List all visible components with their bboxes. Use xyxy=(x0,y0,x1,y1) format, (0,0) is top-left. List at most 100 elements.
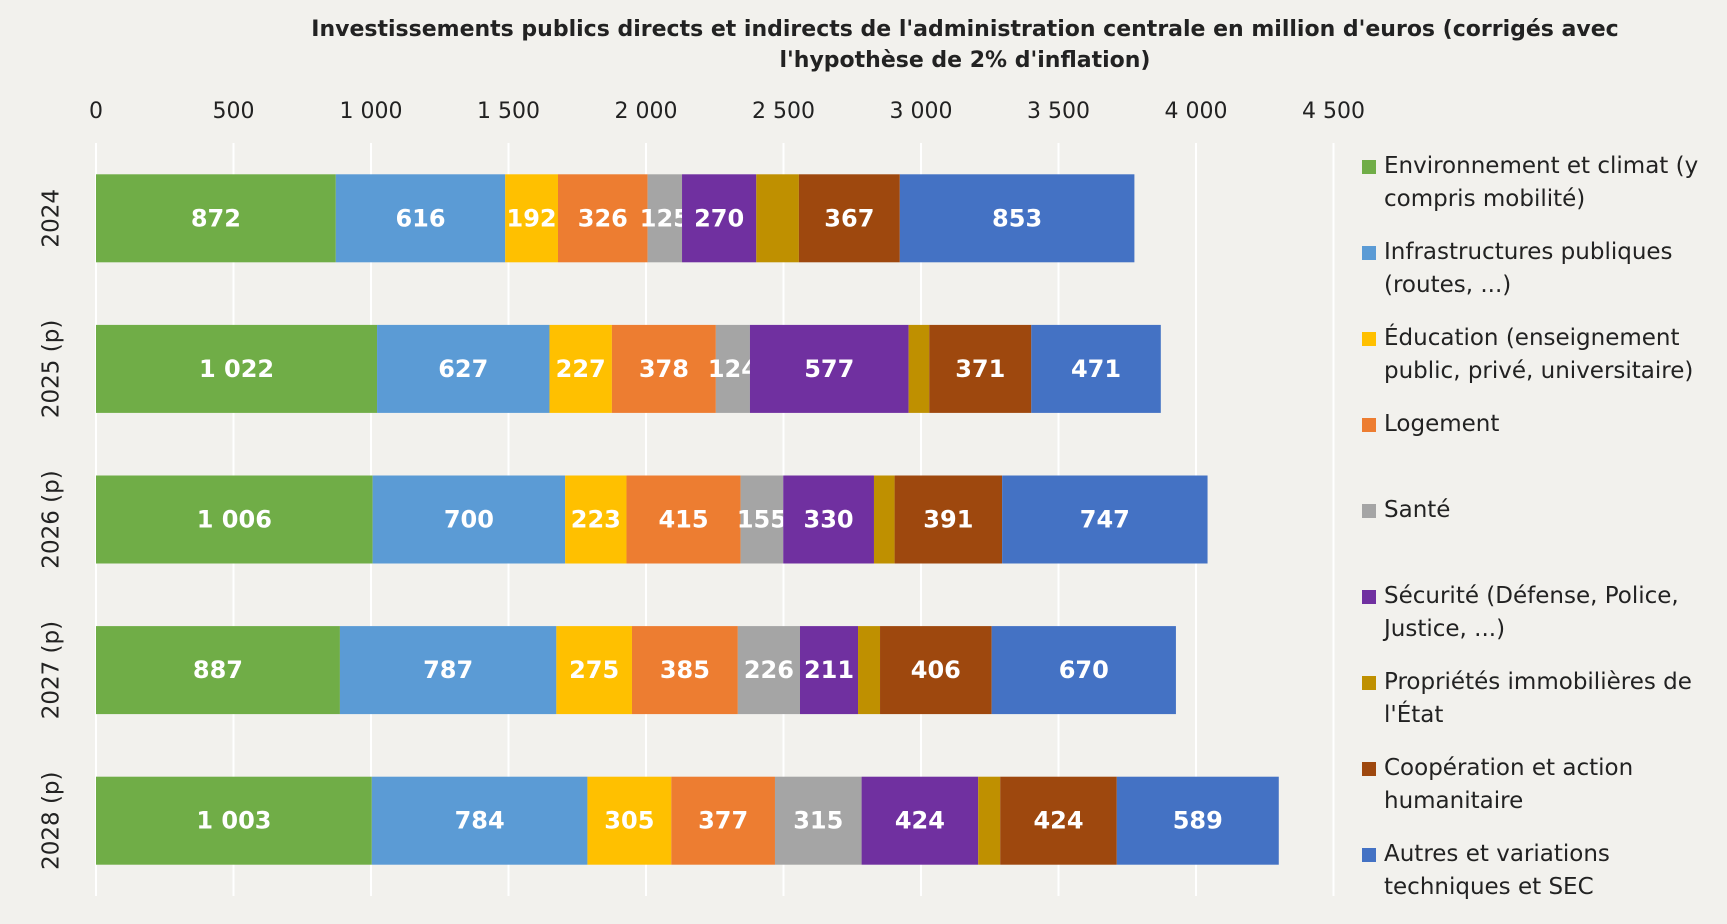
legend-swatch xyxy=(1362,676,1376,690)
legend: Environnement et climat (y compris mobil… xyxy=(1362,150,1727,924)
bar-segment xyxy=(611,324,716,413)
data-label: 124 xyxy=(708,355,758,383)
data-label: 1 022 xyxy=(199,355,274,383)
chart-title: Investissements publics directs et indir… xyxy=(311,17,1619,73)
bar-segment xyxy=(671,776,775,865)
legend-item: Sécurité (Défense, Police, Justice, ...) xyxy=(1362,580,1727,646)
data-label: 787 xyxy=(423,656,473,684)
bar-segment xyxy=(929,324,1032,413)
data-label: 330 xyxy=(804,506,854,534)
bar-segment xyxy=(372,475,566,564)
legend-swatch xyxy=(1362,418,1376,432)
bar-segment xyxy=(774,776,862,865)
x-tick-label: 0 xyxy=(89,99,103,124)
legend-swatch xyxy=(1362,160,1376,174)
data-label: 385 xyxy=(660,656,710,684)
x-tick-label: 2 000 xyxy=(615,99,678,124)
data-label: 275 xyxy=(569,656,619,684)
x-tick-label: 4 000 xyxy=(1165,99,1228,124)
legend-label: Environnement et climat (y compris mobil… xyxy=(1384,153,1699,212)
bar-segment xyxy=(740,475,784,564)
y-tick-label: 2028 (p) xyxy=(39,772,65,870)
bar-segment xyxy=(798,174,900,263)
legend-item: Logement xyxy=(1362,408,1727,441)
legend-label: Logement xyxy=(1384,411,1500,437)
legend-item: Infrastructures publiques (routes, ...) xyxy=(1362,236,1727,302)
bar-segment xyxy=(682,174,757,263)
legend-label: Autres et variations techniques et SEC xyxy=(1384,841,1610,900)
bar-segment xyxy=(873,475,895,564)
legend-item: Propriétés immobilières de l'État xyxy=(1362,666,1727,732)
data-label: 670 xyxy=(1059,656,1109,684)
bar-segment xyxy=(1000,776,1117,865)
data-label: 1 003 xyxy=(196,807,271,835)
data-label: 471 xyxy=(1071,355,1121,383)
legend-label: Infrastructures publiques (routes, ...) xyxy=(1384,239,1673,298)
data-label: 415 xyxy=(658,506,708,534)
x-tick-label: 3 500 xyxy=(1027,99,1090,124)
data-label: 589 xyxy=(1173,807,1223,835)
bar-segment xyxy=(96,174,336,263)
bar-segment xyxy=(800,626,859,715)
legend-swatch xyxy=(1362,332,1376,346)
bar-segment xyxy=(626,475,741,564)
data-label: 192 xyxy=(507,204,557,232)
y-tick-label: 2024 xyxy=(39,189,65,248)
bar-segment xyxy=(756,174,799,263)
data-label: 700 xyxy=(444,506,494,534)
legend-label: Éducation (enseignement public, privé, u… xyxy=(1384,325,1694,384)
legend-label: Santé xyxy=(1384,497,1451,523)
chart: 0 500 1 000 1 500 2 000 2 500 3 000 3 500 4 000 4… xyxy=(39,99,1365,896)
data-label: 784 xyxy=(455,807,505,835)
bar-segment xyxy=(371,776,588,865)
bar-segment xyxy=(631,626,738,715)
y-tick-label: 2025 (p) xyxy=(39,320,65,418)
bar-segment xyxy=(858,626,881,715)
legend-label: Propriétés immobilières de l'État xyxy=(1384,669,1692,728)
legend-label: Sécurité (Défense, Police, Justice, ...) xyxy=(1384,583,1679,642)
legend-swatch xyxy=(1362,246,1376,260)
bar-segment xyxy=(894,475,1003,564)
data-label: 424 xyxy=(1033,807,1083,835)
bar-segment xyxy=(1002,475,1208,564)
bar-segment xyxy=(96,475,373,564)
data-label: 391 xyxy=(923,506,973,534)
bar-segment xyxy=(991,626,1176,715)
data-label: 616 xyxy=(395,204,445,232)
data-label: 270 xyxy=(694,204,744,232)
bar-segment xyxy=(749,324,909,413)
bar-segment xyxy=(715,324,750,413)
bar-segment xyxy=(908,324,930,413)
x-tick-label: 2 500 xyxy=(752,99,815,124)
data-label: 747 xyxy=(1080,506,1130,534)
bar-segment xyxy=(647,174,683,263)
bar-segment xyxy=(1031,324,1161,413)
legend-swatch xyxy=(1362,590,1376,604)
data-label: 226 xyxy=(744,656,794,684)
bar-segment xyxy=(737,626,800,715)
bar-segment xyxy=(96,776,372,865)
bar-segment xyxy=(558,174,648,263)
data-label: 315 xyxy=(793,807,843,835)
legend-item: Autres et variations techniques et SEC xyxy=(1362,838,1727,904)
legend-item: Santé xyxy=(1362,494,1727,527)
data-label: 853 xyxy=(992,204,1042,232)
data-label: 424 xyxy=(895,807,945,835)
data-label: 627 xyxy=(438,355,488,383)
data-label: 305 xyxy=(604,807,654,835)
legend-swatch xyxy=(1362,504,1376,518)
legend-item: Éducation (enseignement public, privé, u… xyxy=(1362,322,1727,388)
data-label: 227 xyxy=(556,355,606,383)
bar-segment xyxy=(783,475,874,564)
data-label: 887 xyxy=(193,656,243,684)
bar-segment xyxy=(880,626,992,715)
page: Investissements publics directs et indir… xyxy=(38,17,1699,900)
bar-segment xyxy=(899,174,1135,263)
bar-segment xyxy=(861,776,979,865)
data-label: 326 xyxy=(578,204,628,232)
data-label: 223 xyxy=(571,506,621,534)
data-label: 211 xyxy=(804,656,854,684)
data-label: 155 xyxy=(737,506,787,534)
x-tick-label: 1 500 xyxy=(477,99,540,124)
bar-segment xyxy=(96,626,340,715)
